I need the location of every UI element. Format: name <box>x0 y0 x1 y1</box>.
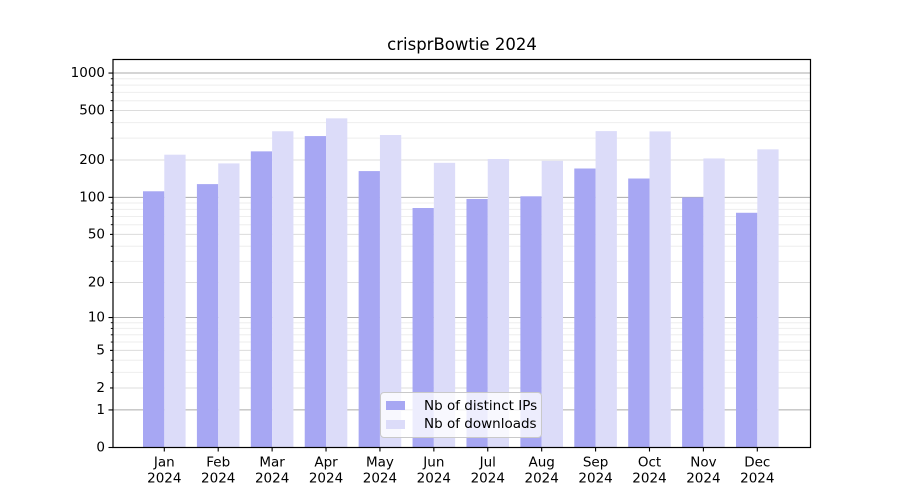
legend-label-downloads: Nb of downloads <box>424 416 537 433</box>
x-tick-label-year: 2024 <box>740 471 774 487</box>
x-tick-label-year: 2024 <box>255 471 289 487</box>
x-tick-label-year: 2024 <box>417 471 451 487</box>
y-tick-label: 5 <box>96 342 105 358</box>
x-tick-label-month: Aug <box>528 455 554 471</box>
bar-downloads-may <box>379 135 402 448</box>
x-tick-label-year: 2024 <box>201 471 235 487</box>
bar-downloads-mar <box>272 131 294 448</box>
x-tick-label-year: 2024 <box>524 471 558 487</box>
x-tick-label-month: Apr <box>314 455 338 471</box>
bar-distinct-ips-feb <box>196 184 219 448</box>
x-tick-label-year: 2024 <box>363 471 397 487</box>
x-tick-label-month: Jan <box>153 455 175 471</box>
x-tick-label-month: May <box>366 455 394 471</box>
legend: Nb of distinct IPs Nb of downloads <box>380 392 542 438</box>
bar-downloads-sep <box>595 131 617 448</box>
bar-distinct-ips-sep <box>574 168 596 448</box>
bar-downloads-dec <box>757 149 779 448</box>
x-tick-label-month: Nov <box>690 455 716 471</box>
bar-downloads-aug <box>541 160 563 448</box>
x-tick-label-month: Feb <box>206 455 230 471</box>
legend-swatch-ips <box>386 400 405 411</box>
x-tick-label-month: Sep <box>583 455 608 471</box>
bar-distinct-ips-may <box>358 171 380 448</box>
y-tick-label: 2 <box>96 380 105 396</box>
legend-item-downloads: Nb of downloads <box>386 416 537 433</box>
y-tick-label: 0 <box>96 440 105 456</box>
legend-swatch-downloads <box>386 419 405 430</box>
bar-downloads-oct <box>649 131 671 448</box>
bar-distinct-ips-mar <box>250 151 273 448</box>
bar-downloads-apr <box>326 118 348 448</box>
y-tick-label: 1000 <box>71 65 105 81</box>
bar-downloads-feb <box>218 163 240 448</box>
legend-item-distinct-ips: Nb of distinct IPs <box>386 397 538 414</box>
bar-downloads-jan <box>164 154 186 448</box>
bar-distinct-ips-nov <box>682 197 704 448</box>
x-tick-label-month: Dec <box>744 455 770 471</box>
y-tick-label: 100 <box>79 189 105 205</box>
x-tick-label-year: 2024 <box>578 471 612 487</box>
y-tick-label: 1 <box>96 402 105 418</box>
axis-frame <box>112 58 812 449</box>
bar-distinct-ips-aug <box>520 196 542 448</box>
x-tick-label-year: 2024 <box>309 471 343 487</box>
x-tick-label-year: 2024 <box>147 471 181 487</box>
x-tick-label-month: Jul <box>479 455 496 471</box>
bar-distinct-ips-jun <box>412 207 434 448</box>
bar-distinct-ips-dec <box>736 212 758 448</box>
x-tick-label-month: Jun <box>422 455 444 471</box>
x-tick-label-month: Mar <box>259 455 285 471</box>
bar-distinct-ips-oct <box>628 178 650 448</box>
x-tick-label-month: Oct <box>638 455 661 471</box>
y-tick-label: 50 <box>88 226 105 242</box>
y-tick-label: 500 <box>79 103 105 119</box>
y-tick-label: 200 <box>79 152 105 168</box>
bar-downloads-jun <box>433 162 456 448</box>
x-tick-label-year: 2024 <box>471 471 505 487</box>
bar-distinct-ips-jan <box>143 191 165 448</box>
bar-distinct-ips-apr <box>304 136 327 448</box>
legend-label-distinct-ips: Nb of distinct IPs <box>424 397 538 414</box>
bar-downloads-jul <box>487 158 510 448</box>
y-tick-label: 20 <box>88 274 105 290</box>
bar-distinct-ips-jul <box>466 198 488 448</box>
y-tick-label: 10 <box>88 310 105 326</box>
chart-title: crisprBowtie 2024 <box>387 35 537 54</box>
bar-downloads-nov <box>703 158 725 448</box>
x-tick-label-year: 2024 <box>632 471 666 487</box>
x-tick-label-year: 2024 <box>686 471 720 487</box>
